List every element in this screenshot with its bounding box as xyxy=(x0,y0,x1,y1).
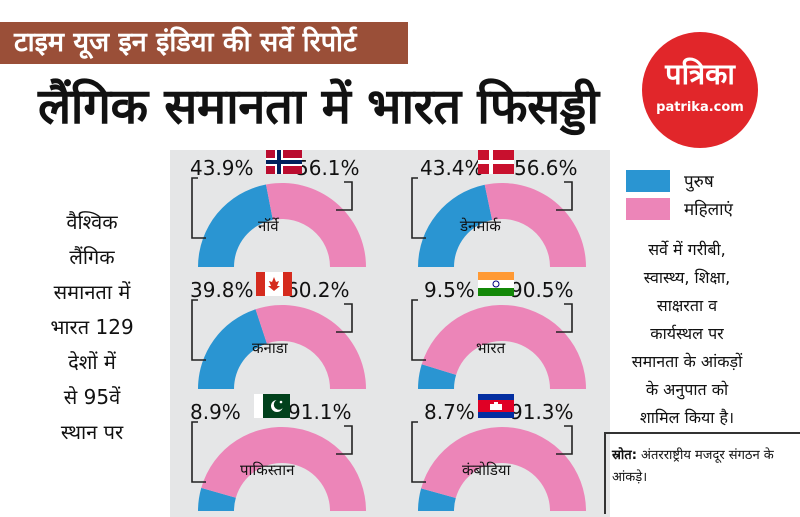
legend-label-male: पुरुष xyxy=(684,172,714,192)
denmark-flag-icon xyxy=(478,150,514,174)
country-label: पाकिस्तान xyxy=(240,461,295,479)
female-pct-label: 56.1% xyxy=(296,156,360,180)
female-pct-label: 56.6% xyxy=(514,156,578,180)
female-leader-line xyxy=(336,303,353,333)
country-label: कंबोडिया xyxy=(462,461,511,479)
male-segment xyxy=(418,184,493,267)
ranking-line: लैंगिक xyxy=(69,245,115,269)
ranking-text: वैश्विक लैंगिक समानता में भारत 129 देशों… xyxy=(22,205,162,450)
male-pct-label: 8.9% xyxy=(190,400,241,424)
note-line: स्वास्थ्य, शिक्षा, xyxy=(643,268,731,287)
chart-cell-pakistan: 8.9% 91.1% पाकिस्तान xyxy=(170,394,390,516)
chart-cell-norway: 43.9% 56.1% नॉर्वे xyxy=(170,150,390,272)
female-leader-line xyxy=(556,425,573,455)
female-segment xyxy=(484,183,586,267)
male-leader-line xyxy=(191,421,206,483)
chart-cell-india: 9.5% 90.5% भारत xyxy=(390,272,610,394)
legend-label-female: महिलाएं xyxy=(684,200,733,220)
country-label: भारत xyxy=(476,339,506,357)
note-line: सर्वे में गरीबी, xyxy=(648,240,726,259)
male-leader-line xyxy=(411,421,426,483)
male-segment xyxy=(418,364,457,389)
source-label: स्रोत: xyxy=(612,448,637,463)
female-segment xyxy=(255,305,366,389)
male-leader-line xyxy=(191,177,206,239)
ranking-line: समानता में xyxy=(53,280,131,304)
country-label: डेनमार्क xyxy=(460,217,501,235)
source-text: अंतरराष्ट्रीय मजदूर संगठन के आंकड़े। xyxy=(612,448,774,485)
headline: लैंगिक समानता में भारत फिसड्डी xyxy=(38,78,599,135)
female-segment xyxy=(421,304,586,389)
note-line: साक्षरता व xyxy=(656,296,718,315)
gauge-pakistan xyxy=(191,421,366,511)
female-segment xyxy=(201,426,366,511)
male-leader-line xyxy=(191,299,206,361)
legend-swatch-female xyxy=(626,198,670,220)
ranking-line: भारत 129 xyxy=(50,315,134,339)
note-line: शामिल किया है। xyxy=(639,408,735,427)
female-leader-line xyxy=(556,303,573,333)
cambodia-flag-icon xyxy=(478,394,514,418)
male-segment xyxy=(198,309,267,389)
female-pct-label: 91.3% xyxy=(510,400,574,424)
female-segment xyxy=(421,427,586,511)
male-segment xyxy=(198,184,273,267)
note-line: के अनुपात को xyxy=(645,380,729,399)
gauge-india xyxy=(411,299,586,389)
report-banner: टाइम यूज इन इंडिया की सर्वे रिपोर्ट xyxy=(0,22,408,64)
survey-note: सर्वे में गरीबी, स्वास्थ्य, शिक्षा, साक्… xyxy=(608,236,766,432)
ranking-line: वैश्विक xyxy=(66,210,118,234)
chart-cell-denmark: 43.4% 56.6% डेनमार्क xyxy=(390,150,610,272)
ranking-line: स्थान पर xyxy=(60,420,124,444)
male-leader-line xyxy=(411,177,426,239)
female-pct-label: 91.1% xyxy=(288,400,352,424)
pakistan-flag-icon xyxy=(254,394,290,418)
gauge-cambodia xyxy=(411,421,586,511)
male-segment xyxy=(418,488,456,511)
india-flag-icon xyxy=(478,272,514,296)
female-leader-line xyxy=(336,425,353,455)
female-pct-label: 90.5% xyxy=(510,278,574,302)
country-label: कनाडा xyxy=(252,339,288,357)
logo-name: पत्रिका xyxy=(665,57,735,91)
male-pct-label: 9.5% xyxy=(424,278,475,302)
male-segment xyxy=(198,487,236,511)
female-pct-label: 60.2% xyxy=(286,278,350,302)
male-pct-label: 39.8% xyxy=(190,278,254,302)
legend-swatch-male xyxy=(626,170,670,192)
female-segment xyxy=(266,183,366,267)
chart-panel: 43.9% 56.1% नॉर्वे 43.4% 56.6% डेनमार्क … xyxy=(170,150,610,517)
ranking-line: से 95वें xyxy=(63,385,121,409)
ranking-line: देशों में xyxy=(68,350,116,374)
chart-cell-canada: 39.8% 60.2% कनाडा xyxy=(170,272,390,394)
logo-url: patrika.com xyxy=(656,100,744,115)
male-pct-label: 8.7% xyxy=(424,400,475,424)
canada-flag-icon xyxy=(256,272,292,296)
patrika-logo: पत्रिका patrika.com xyxy=(642,32,758,148)
female-leader-line xyxy=(556,181,573,211)
female-leader-line xyxy=(336,181,353,211)
note-line: कार्यस्थल पर xyxy=(650,324,724,343)
male-pct-label: 43.4% xyxy=(420,156,484,180)
country-label: नॉर्वे xyxy=(258,217,279,235)
source-frame xyxy=(604,432,800,514)
source-note: स्रोत: अंतरराष्ट्रीय मजदूर संगठन के आंकड… xyxy=(612,445,796,489)
chart-cell-cambodia: 8.7% 91.3% कंबोडिया xyxy=(390,394,610,516)
male-pct-label: 43.9% xyxy=(190,156,254,180)
gauge-canada xyxy=(191,299,366,389)
norway-flag-icon xyxy=(266,150,302,174)
male-leader-line xyxy=(411,299,426,361)
note-line: समानता के आंकड़ों xyxy=(631,352,743,371)
gauge-denmark xyxy=(411,177,586,267)
gauge-norway xyxy=(191,177,366,267)
